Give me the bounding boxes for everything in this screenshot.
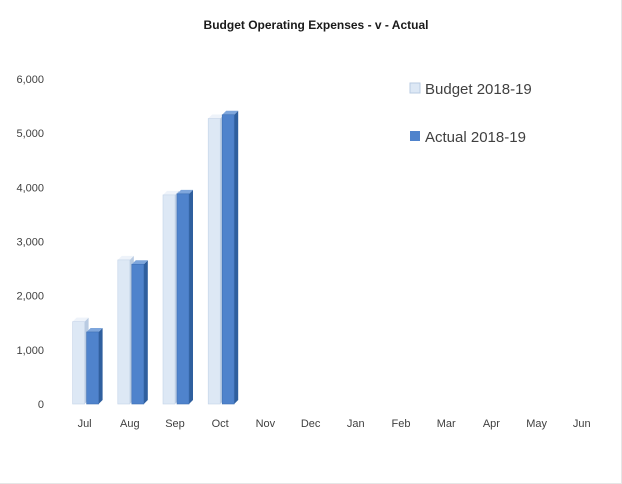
y-tick-label: 0 <box>38 399 44 411</box>
x-tick-label: Sep <box>165 418 185 430</box>
y-tick-label: 2,000 <box>16 291 44 303</box>
bar-actual-side <box>234 110 239 404</box>
y-tick-label: 5,000 <box>16 128 44 140</box>
bar-actual-jul <box>86 327 103 405</box>
legend-label-actual: Actual 2018-19 <box>425 129 526 146</box>
bar-budget-sep <box>162 190 179 405</box>
x-tick-label: Mar <box>437 418 456 430</box>
x-tick-label: Jul <box>78 418 92 430</box>
x-tick-label: Jun <box>573 418 591 430</box>
x-tick-label: Jan <box>347 418 365 430</box>
x-tick-label: Oct <box>212 418 229 430</box>
bar-actual-side <box>143 260 148 404</box>
bar-actual-side <box>189 189 193 404</box>
y-axis: 0 1,000 2,000 3,000 4,000 5,000 6,000 <box>16 74 44 411</box>
bars <box>72 110 239 405</box>
bar-actual-front <box>131 263 145 405</box>
x-axis: Jul Aug Sep Oct Nov Dec Jan Feb Mar Apr May Jun <box>78 418 591 430</box>
x-tick-label: Apr <box>483 418 500 430</box>
bar-budget-top <box>72 317 89 322</box>
x-tick-label: Aug <box>120 418 140 430</box>
bar-actual-side <box>98 327 103 404</box>
bar-actual-front <box>176 193 190 405</box>
legend-swatch-budget <box>409 82 421 94</box>
x-tick-label: Dec <box>301 418 321 430</box>
bar-budget-front <box>72 321 85 405</box>
bar-actual-top <box>177 189 193 194</box>
bar-budget-top <box>208 114 225 119</box>
bar-actual-top <box>131 260 148 265</box>
bar-budget-oct <box>207 114 225 405</box>
x-tick-label: Feb <box>392 418 411 430</box>
bar-actual-top <box>86 327 103 332</box>
legend-swatch-actual <box>410 131 420 141</box>
y-tick-label: 4,000 <box>16 182 44 194</box>
bar-actual-aug <box>131 260 148 405</box>
bar-actual-sep <box>176 189 193 405</box>
bar-budget-front <box>117 259 131 405</box>
y-tick-label: 3,000 <box>16 237 44 249</box>
bar-actual-front <box>221 114 235 405</box>
bar-actual-front <box>86 331 99 405</box>
bar-budget-aug <box>117 255 134 405</box>
y-tick-label: 6,000 <box>16 74 44 86</box>
chart-title: Budget Operating Expenses - v - Actual <box>204 18 429 32</box>
bar-actual-oct <box>221 110 239 405</box>
y-tick-label: 1,000 <box>16 345 44 357</box>
bar-budget-front <box>162 194 176 405</box>
bar-budget-top <box>163 190 179 195</box>
bar-budget-front <box>207 118 221 405</box>
bar-budget-jul <box>72 317 89 405</box>
legend-label-budget: Budget 2018-19 <box>425 81 532 98</box>
bar-actual-top <box>222 110 239 115</box>
x-tick-label: Nov <box>256 418 276 430</box>
x-tick-label: May <box>526 418 547 430</box>
legend: Budget 2018-19 Actual 2018-19 <box>409 81 532 146</box>
bar-budget-top <box>117 255 134 260</box>
